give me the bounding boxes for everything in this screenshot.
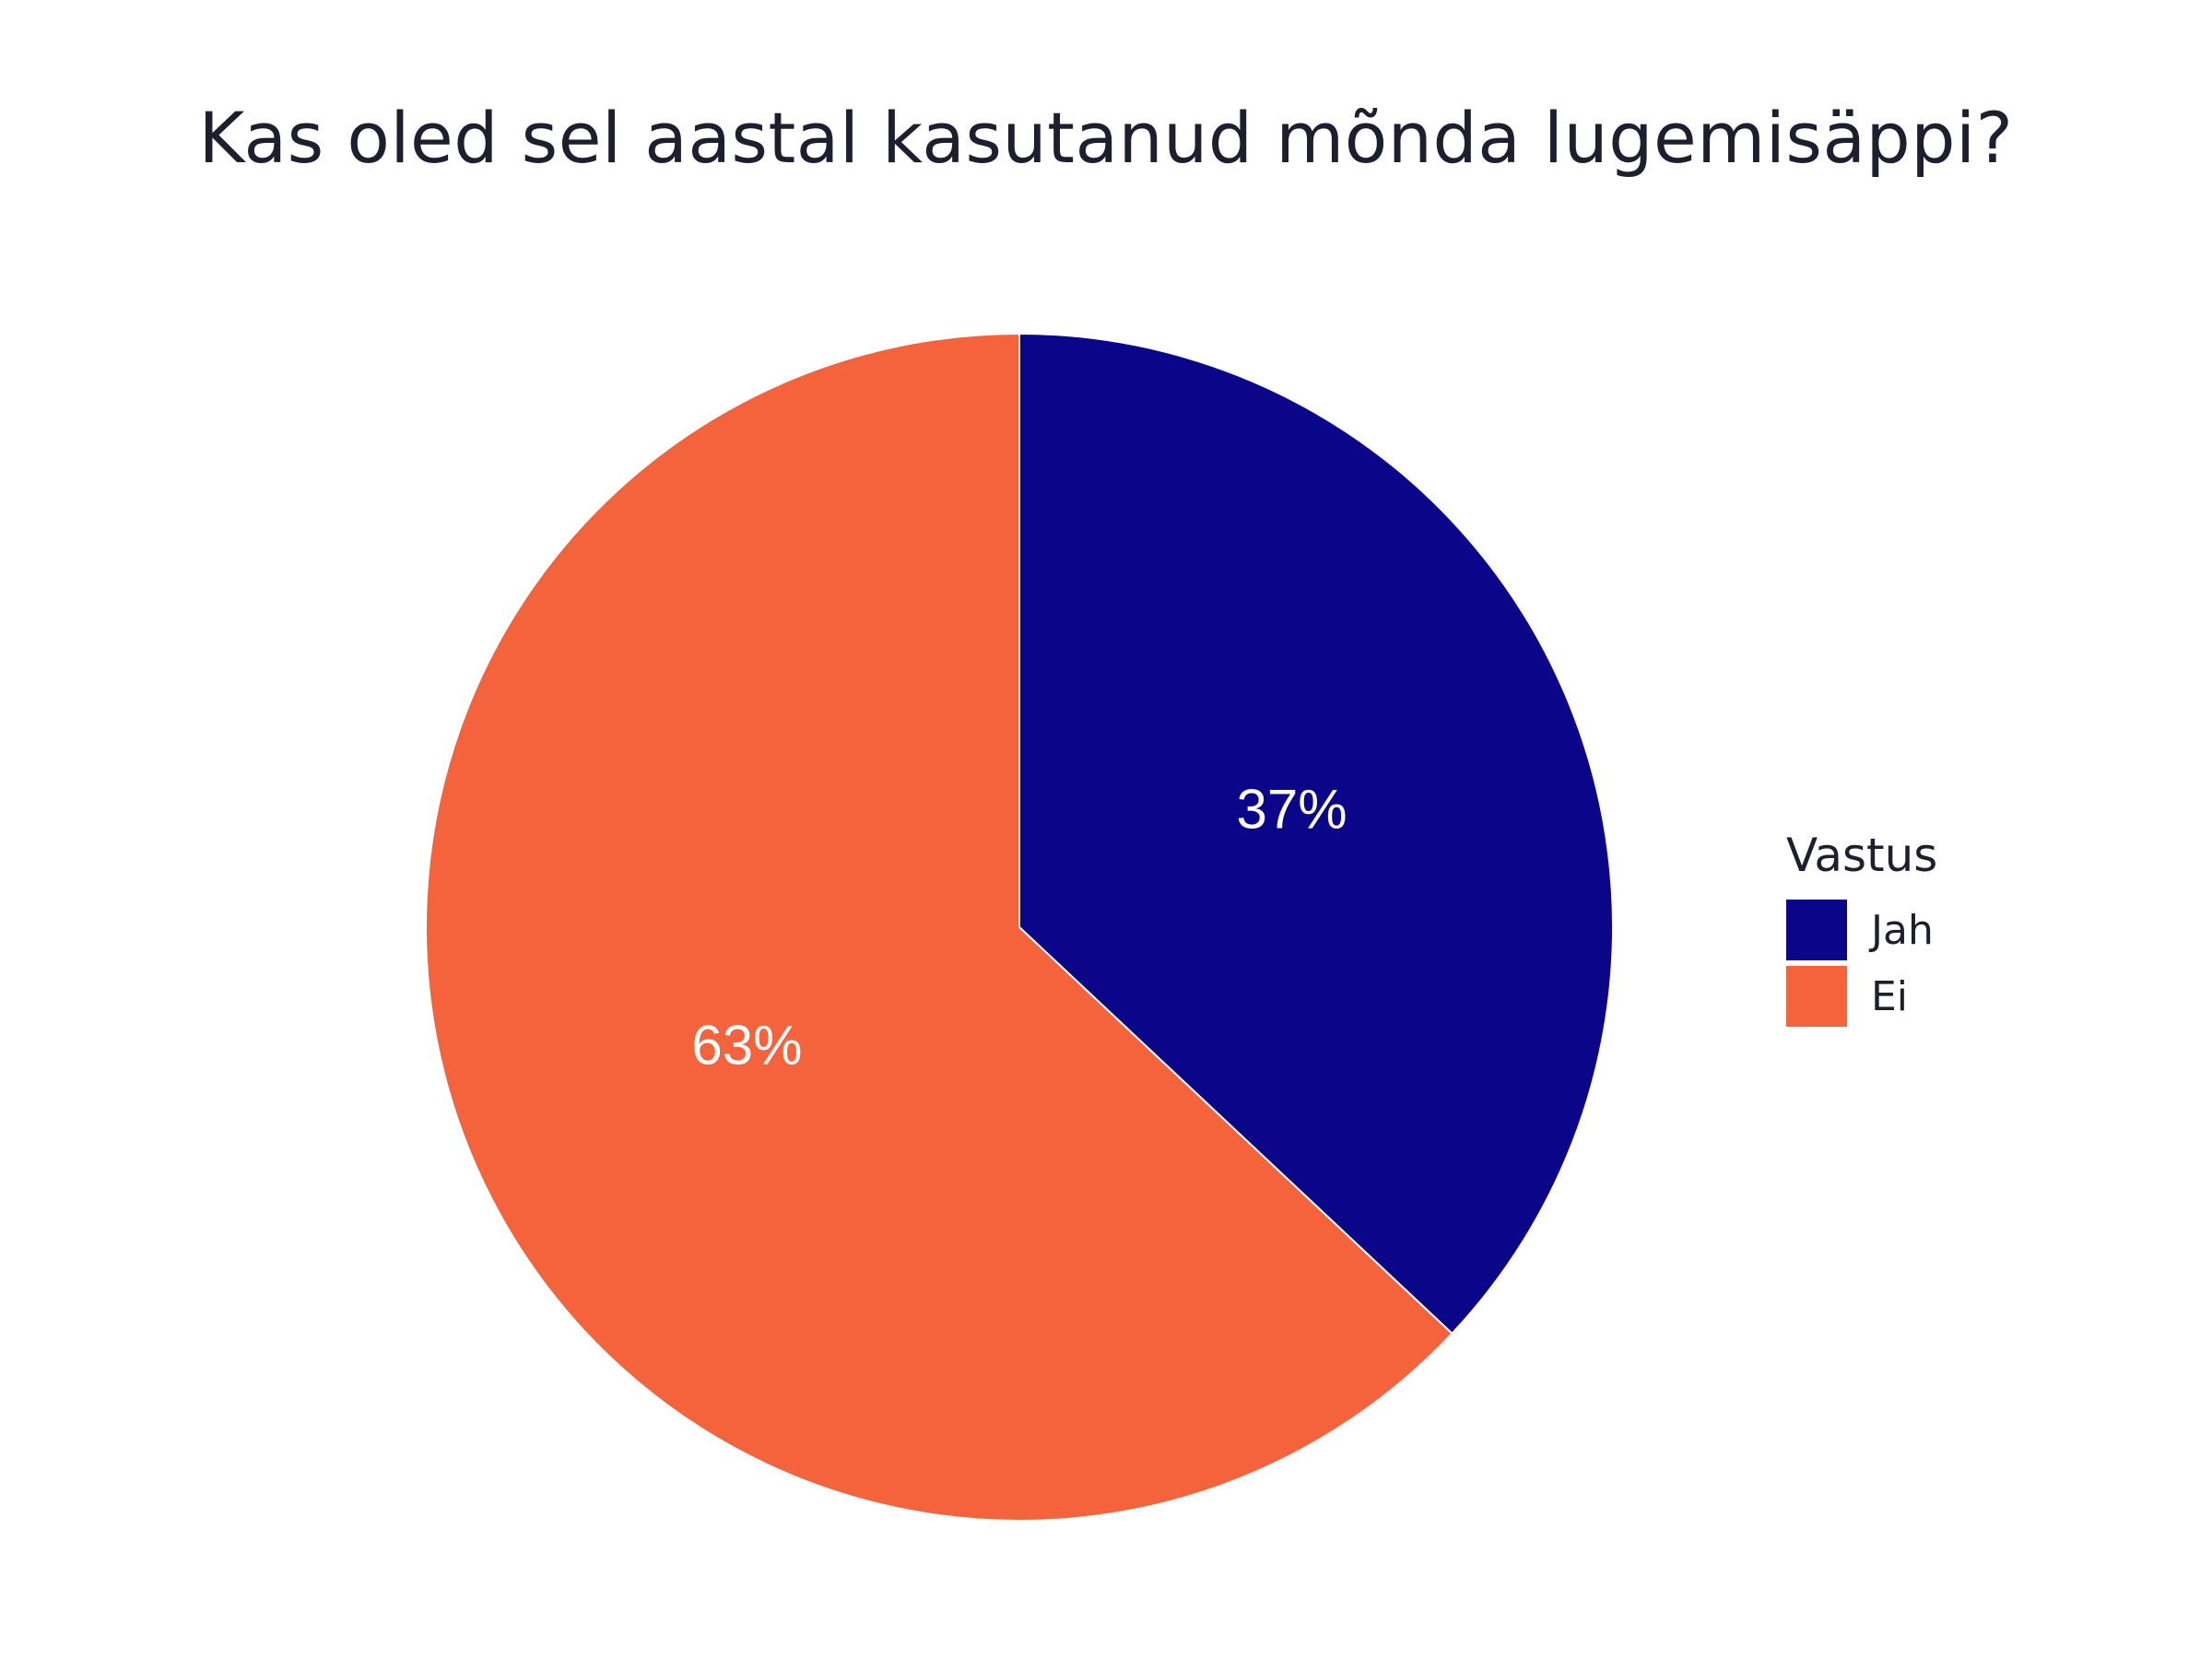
legend-item-ei: Ei — [1786, 963, 1937, 1030]
legend-swatch-jah — [1786, 900, 1847, 960]
legend-title: Vastus — [1786, 829, 1938, 882]
legend-label-ei: Ei — [1871, 972, 1909, 1020]
slice-label-ei: 63% — [691, 1014, 802, 1076]
pie-slice-jah — [1018, 332, 1615, 1335]
legend-item-jah: Jah — [1786, 897, 1937, 963]
legend-label-jah: Jah — [1871, 906, 1934, 954]
legend-swatch-ei — [1786, 966, 1847, 1027]
pie-slice-ei — [425, 332, 1453, 1522]
pie-slices — [425, 332, 1615, 1522]
slice-label-jah: 37% — [1236, 779, 1347, 841]
chart-title: Kas oled sel aastal kasutanud mõnda luge… — [198, 97, 2014, 179]
pie-labels: 37% 63% — [691, 779, 1347, 1077]
legend: Vastus Jah Ei — [1786, 827, 1937, 1030]
